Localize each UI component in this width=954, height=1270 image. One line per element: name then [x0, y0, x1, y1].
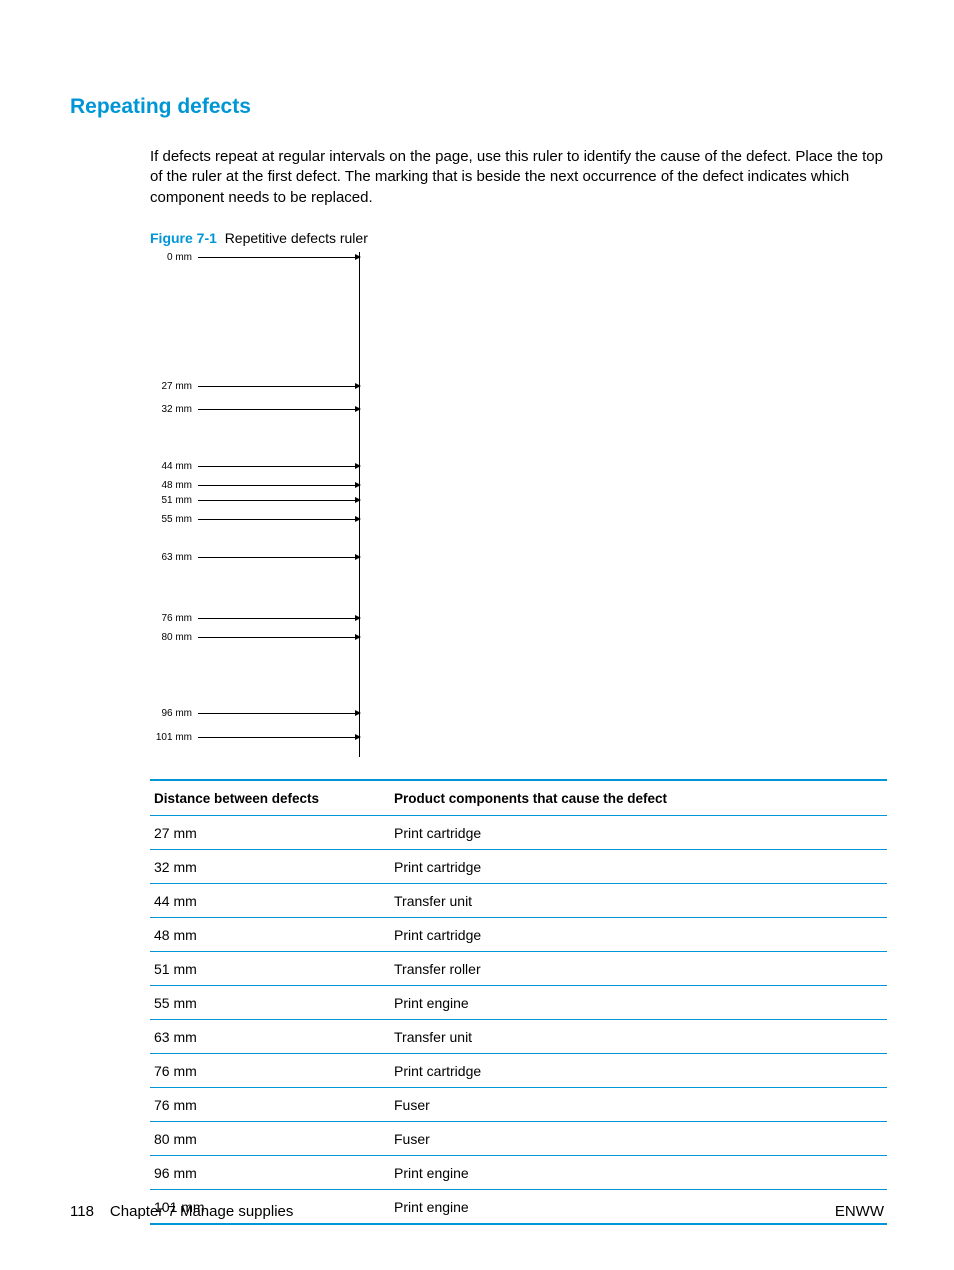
table-header-row: Distance between defects Product compone…: [150, 780, 887, 816]
table-cell: Print cartridge: [390, 1053, 887, 1087]
table-row: 96 mmPrint engine: [150, 1155, 887, 1189]
ruler-tick: 48 mm: [150, 480, 360, 492]
table-cell: 48 mm: [150, 917, 390, 951]
ruler-tick: 63 mm: [150, 551, 360, 563]
table-cell: Transfer roller: [390, 951, 887, 985]
ruler-tick: 55 mm: [150, 513, 360, 525]
table-header-distance: Distance between defects: [150, 780, 390, 816]
table-row: 32 mmPrint cartridge: [150, 849, 887, 883]
ruler-tick: 76 mm: [150, 613, 360, 625]
ruler-tick-arrow: [198, 713, 360, 714]
ruler-tick-label: 55 mm: [150, 514, 192, 525]
table-cell: 51 mm: [150, 951, 390, 985]
ruler-tick: 27 mm: [150, 380, 360, 392]
figure-caption-text: Repetitive defects ruler: [225, 230, 368, 246]
table-cell: Transfer unit: [390, 1019, 887, 1053]
ruler-tick-arrow: [198, 466, 360, 467]
table-cell: 76 mm: [150, 1053, 390, 1087]
table-row: 44 mmTransfer unit: [150, 883, 887, 917]
table-cell: Fuser: [390, 1121, 887, 1155]
ruler-tick-label: 48 mm: [150, 480, 192, 491]
ruler-tick-arrow: [198, 519, 360, 520]
ruler-tick-label: 63 mm: [150, 552, 192, 563]
figure-caption: Figure 7-1 Repetitive defects ruler: [150, 230, 884, 246]
ruler-tick-arrow: [198, 637, 360, 638]
table-cell: Print engine: [390, 1155, 887, 1189]
ruler-tick: 0 mm: [150, 252, 360, 264]
ruler-tick: 101 mm: [150, 732, 360, 744]
ruler-tick-label: 44 mm: [150, 461, 192, 472]
table-row: 76 mmFuser: [150, 1087, 887, 1121]
ruler-tick-label: 32 mm: [150, 404, 192, 415]
table-cell: 76 mm: [150, 1087, 390, 1121]
table-cell: 80 mm: [150, 1121, 390, 1155]
ruler-tick-arrow: [198, 257, 360, 258]
ruler-tick: 32 mm: [150, 404, 360, 416]
table-cell: 32 mm: [150, 849, 390, 883]
table-cell: 96 mm: [150, 1155, 390, 1189]
table-cell: Print cartridge: [390, 849, 887, 883]
intro-paragraph: If defects repeat at regular intervals o…: [150, 147, 884, 208]
page-footer: 118 Chapter 7 Manage supplies ENWW: [70, 1203, 884, 1220]
table-row: 51 mmTransfer roller: [150, 951, 887, 985]
table-row: 27 mmPrint cartridge: [150, 815, 887, 849]
table-row: 76 mmPrint cartridge: [150, 1053, 887, 1087]
ruler-tick-label: 76 mm: [150, 613, 192, 624]
table-row: 80 mmFuser: [150, 1121, 887, 1155]
footer-right: ENWW: [835, 1203, 884, 1220]
defects-table: Distance between defects Product compone…: [150, 779, 887, 1225]
table-cell: Print cartridge: [390, 815, 887, 849]
ruler-tick-label: 27 mm: [150, 381, 192, 392]
chapter-label: Chapter 7 Manage supplies: [110, 1203, 293, 1220]
ruler-tick-label: 101 mm: [150, 732, 192, 743]
table-row: 63 mmTransfer unit: [150, 1019, 887, 1053]
table-header-component: Product components that cause the defect: [390, 780, 887, 816]
page-number: 118: [70, 1203, 94, 1220]
table-cell: 55 mm: [150, 985, 390, 1019]
ruler-tick-label: 51 mm: [150, 495, 192, 506]
ruler-tick-label: 80 mm: [150, 632, 192, 643]
table-row: 48 mmPrint cartridge: [150, 917, 887, 951]
table-cell: 63 mm: [150, 1019, 390, 1053]
ruler-tick: 80 mm: [150, 632, 360, 644]
table-cell: Transfer unit: [390, 883, 887, 917]
ruler-tick-label: 96 mm: [150, 708, 192, 719]
table-cell: 44 mm: [150, 883, 390, 917]
ruler-tick: 44 mm: [150, 461, 360, 473]
ruler-tick: 51 mm: [150, 494, 360, 506]
table-row: 55 mmPrint engine: [150, 985, 887, 1019]
table-cell: 27 mm: [150, 815, 390, 849]
ruler-tick-label: 0 mm: [150, 252, 192, 263]
table-cell: Print engine: [390, 985, 887, 1019]
ruler-tick-arrow: [198, 386, 360, 387]
table-cell: Print cartridge: [390, 917, 887, 951]
ruler-tick-arrow: [198, 557, 360, 558]
ruler-tick-arrow: [198, 737, 360, 738]
ruler-tick: 96 mm: [150, 708, 360, 720]
ruler-tick-arrow: [198, 485, 360, 486]
ruler-tick-arrow: [198, 409, 360, 410]
ruler-tick-arrow: [198, 618, 360, 619]
ruler-tick-arrow: [198, 500, 360, 501]
ruler-figure: 0 mm 27 mm 32 mm 44 mm 48 mm 51 mm 55 mm 63 mm 7…: [150, 252, 884, 757]
figure-label: Figure 7-1: [150, 230, 217, 246]
table-cell: Fuser: [390, 1087, 887, 1121]
section-heading: Repeating defects: [70, 95, 884, 119]
